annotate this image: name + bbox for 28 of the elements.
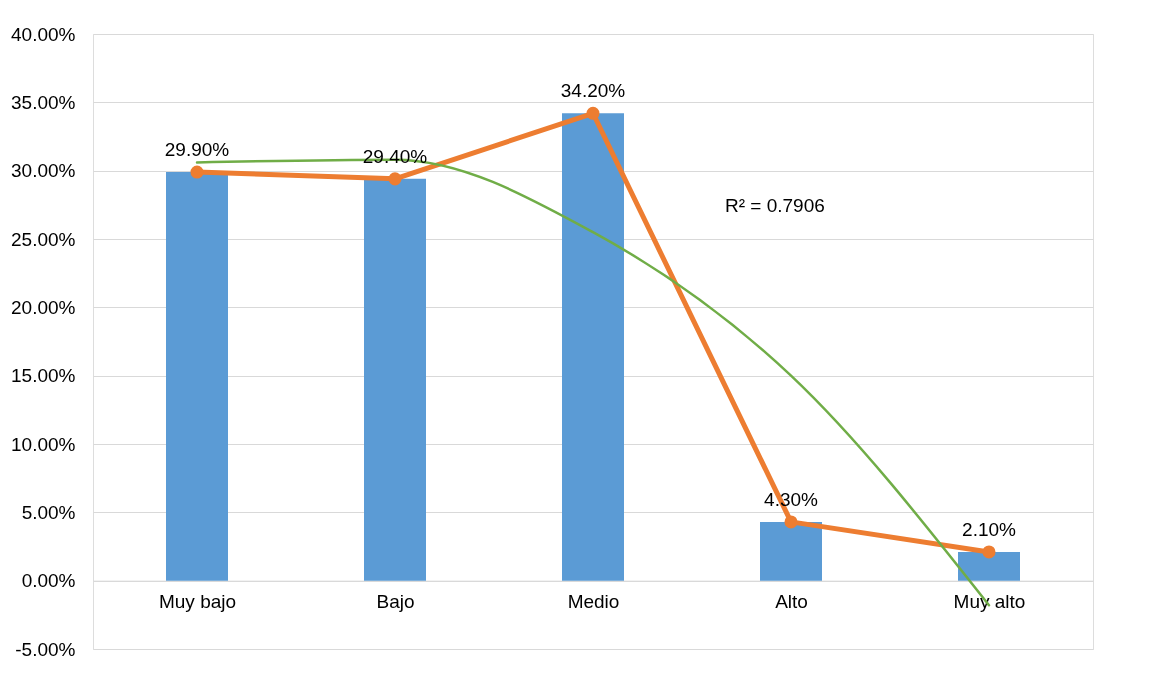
x-tick-label: Medio [567, 591, 620, 613]
y-tick-label: 25.00% [11, 228, 76, 250]
bar [166, 172, 228, 581]
bar [562, 113, 624, 581]
y-tick-label: 20.00% [11, 296, 76, 318]
x-tick-label: Muy bajo [158, 591, 237, 613]
bar [760, 521, 822, 581]
point [982, 545, 996, 559]
point [784, 515, 798, 529]
y-tick-label: 5.00% [21, 501, 76, 523]
y-tick-label: 0.00% [21, 570, 76, 592]
point [190, 165, 204, 179]
y-tick-label: -5.00% [15, 638, 76, 660]
data-label: 2.10% [962, 518, 1017, 540]
y-tick-label: 35.00% [11, 91, 76, 113]
y-tick-label: 10.00% [11, 433, 76, 455]
y-tick-label: 15.00% [11, 365, 76, 387]
point [586, 106, 600, 120]
x-tick-label: Bajo [376, 591, 415, 613]
y-tick-label: 40.00% [11, 23, 76, 45]
bar [364, 178, 426, 581]
data-label: 29.90% [164, 139, 230, 161]
annotation: R² = 0.7906 [725, 195, 825, 217]
bar [958, 551, 1020, 581]
y-tick-label: 30.00% [11, 160, 76, 182]
x-tick-label: Alto [775, 591, 808, 613]
data-label: 34.20% [560, 80, 626, 102]
point [388, 172, 402, 186]
